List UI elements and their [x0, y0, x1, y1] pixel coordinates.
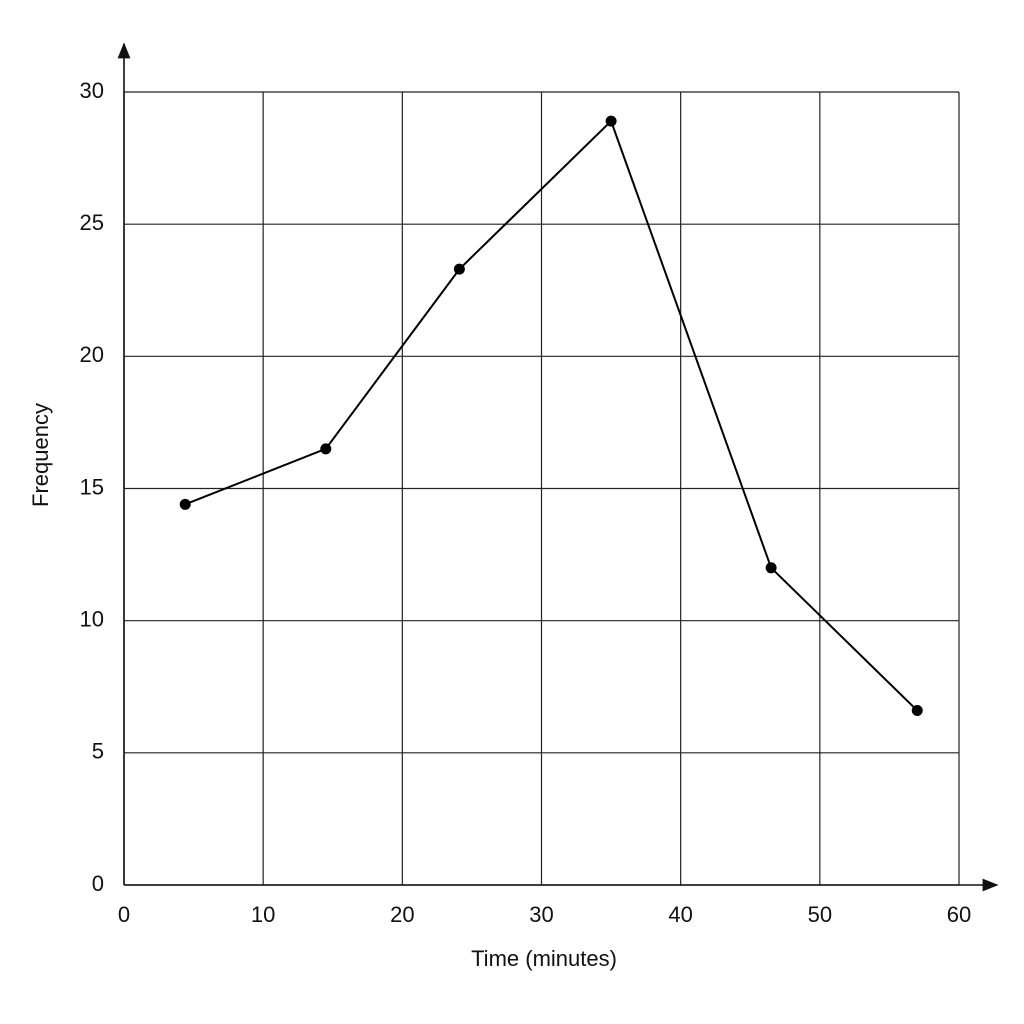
- y-tick-label: 5: [92, 739, 104, 764]
- data-point: [179, 498, 191, 510]
- x-tick-label: 50: [808, 902, 832, 927]
- y-tick-label: 20: [80, 342, 104, 367]
- grid: [123, 91, 960, 886]
- y-tick-label: 30: [80, 78, 104, 103]
- x-tick-label: 40: [668, 902, 692, 927]
- y-tick-label: 0: [92, 871, 104, 896]
- y-tick-label: 10: [80, 606, 104, 631]
- data-line: [184, 119, 918, 712]
- data-point: [320, 443, 332, 455]
- y-tick-label: 15: [80, 474, 104, 499]
- x-tick-label: 20: [390, 902, 414, 927]
- data-point: [453, 263, 465, 275]
- data-point: [605, 115, 617, 127]
- data-point: [765, 562, 777, 574]
- x-tick-label: 60: [947, 902, 971, 927]
- y-axis-label: Frequency: [28, 403, 53, 507]
- x-tick-label: 10: [251, 902, 275, 927]
- x-axis-label: Time (minutes): [471, 946, 617, 971]
- data-point: [911, 705, 923, 717]
- x-tick-label: 30: [529, 902, 553, 927]
- x-tick-label: 0: [118, 902, 130, 927]
- y-tick-label: 25: [80, 210, 104, 235]
